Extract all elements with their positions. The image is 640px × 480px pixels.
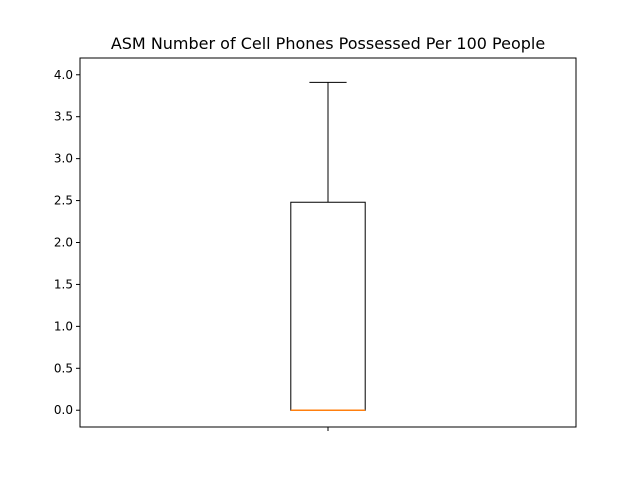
y-tick-label: 0.0: [54, 403, 73, 417]
y-axis: 0.0 0.5 1.0 1.5 2.0 2.5 3.0 3.5 4.0: [54, 68, 80, 417]
plot-area: [290, 81, 366, 411]
y-tick-label: 1.5: [54, 277, 73, 291]
y-tick-label: 0.5: [54, 361, 73, 375]
y-tick-label: 2.0: [54, 236, 73, 250]
y-tick-label: 4.0: [54, 68, 73, 82]
y-tick-label: 3.5: [54, 110, 73, 124]
y-tick-label: 1.0: [54, 319, 73, 333]
y-tick-label: 2.5: [54, 194, 73, 208]
y-tick-label: 3.0: [54, 152, 73, 166]
plot-frame: [79, 57, 577, 428]
chart-title: ASM Number of Cell Phones Possessed Per …: [111, 34, 545, 53]
